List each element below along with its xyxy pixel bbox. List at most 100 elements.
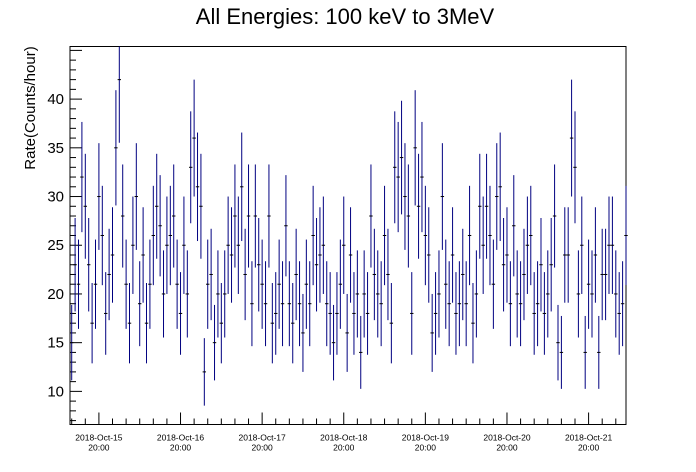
data-point [420, 121, 424, 233]
data-point [355, 250, 360, 338]
data-layer [70, 46, 628, 406]
data-point [359, 315, 363, 389]
data-point [603, 228, 608, 321]
data-point [226, 196, 230, 294]
data-point [614, 250, 618, 338]
data-point [141, 207, 145, 303]
data-point [107, 228, 111, 321]
y-tick-label: 25 [47, 237, 64, 254]
data-point [155, 153, 159, 259]
y-tick-label: 30 [47, 189, 64, 206]
data-point [250, 261, 254, 347]
data-point [284, 175, 288, 277]
x-tick-label-date: 2018-Oct-17 [239, 433, 287, 443]
data-point [185, 250, 190, 338]
data-point [243, 228, 247, 321]
data-point [376, 250, 380, 338]
data-point [583, 315, 587, 389]
data-point [389, 283, 394, 364]
x-tick-label-date: 2018-Oct-15 [75, 433, 123, 443]
data-point [158, 175, 162, 277]
data-point [447, 261, 451, 347]
data-point [80, 121, 84, 233]
data-point [600, 228, 604, 321]
data-point [450, 207, 455, 303]
data-point [467, 185, 472, 286]
data-point [168, 185, 173, 286]
data-point [471, 283, 475, 364]
data-point [192, 79, 196, 197]
data-point [495, 143, 499, 250]
data-point [280, 261, 285, 347]
y-tick-label: 40 [47, 91, 64, 108]
data-point [87, 218, 91, 312]
data-point [624, 185, 628, 286]
x-tick-label-time: 20:00 [578, 443, 600, 453]
data-point [433, 272, 438, 355]
data-point [525, 196, 530, 294]
data-point [104, 272, 108, 355]
data-point [556, 304, 560, 381]
data-point [161, 250, 166, 338]
data-point [620, 261, 625, 347]
x-tick-label-date: 2018-Oct-16 [157, 433, 205, 443]
data-point [277, 239, 281, 329]
data-point [229, 207, 234, 303]
data-point [144, 283, 149, 364]
data-point [195, 132, 200, 242]
data-point [127, 283, 132, 364]
x-tick-label-time: 20:00 [496, 443, 518, 453]
data-point [321, 196, 326, 294]
data-point [518, 261, 523, 347]
data-point [263, 261, 268, 347]
data-point [93, 239, 98, 329]
x-tick-label-date: 2018-Oct-19 [402, 433, 450, 443]
data-point [444, 239, 448, 329]
data-point [301, 293, 305, 372]
data-point [484, 153, 489, 259]
data-point [209, 228, 213, 321]
data-point [542, 272, 547, 355]
y-axis: 10 15 20 25 30 35 40 [47, 49, 82, 422]
data-point [274, 272, 278, 355]
data-point [328, 272, 332, 355]
data-point [427, 207, 431, 303]
data-point [151, 185, 156, 286]
data-point [124, 239, 128, 329]
data-point [552, 164, 557, 268]
data-point [311, 185, 315, 286]
data-point [219, 283, 224, 364]
data-point [331, 304, 336, 381]
data-point [212, 304, 217, 381]
data-point [338, 239, 343, 329]
y-tick-label: 10 [47, 383, 64, 400]
data-point [352, 272, 356, 355]
x-tick-label-time: 20:00 [333, 443, 355, 453]
data-point [308, 261, 312, 347]
data-point [610, 196, 615, 294]
data-point [362, 250, 366, 338]
data-point [206, 239, 210, 329]
data-point [335, 272, 339, 355]
data-point [365, 272, 370, 355]
data-point [216, 250, 220, 338]
data-point [318, 207, 322, 303]
data-point [110, 207, 115, 303]
data-point [100, 185, 105, 286]
data-point [134, 143, 139, 250]
data-point [498, 132, 502, 242]
data-point [70, 304, 74, 381]
data-point [549, 218, 553, 312]
data-point [597, 315, 601, 389]
data-point [267, 164, 271, 268]
data-point [294, 228, 298, 321]
data-point [379, 261, 383, 347]
data-point [559, 315, 564, 389]
data-point [430, 293, 434, 372]
x-tick-label-date: 2018-Oct-21 [565, 433, 613, 443]
y-tick-label: 20 [47, 286, 64, 303]
data-point [413, 90, 417, 206]
data-point [386, 228, 390, 321]
data-point [246, 164, 251, 268]
data-point [304, 239, 309, 329]
